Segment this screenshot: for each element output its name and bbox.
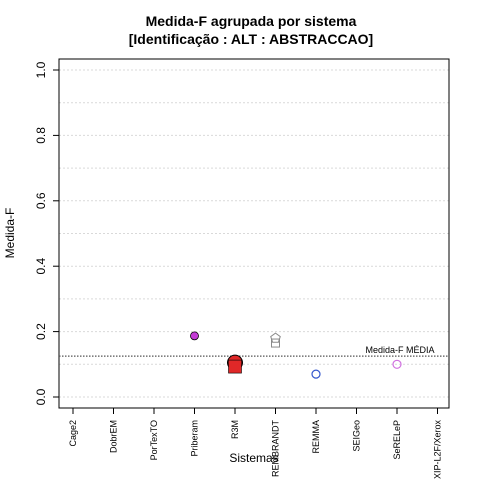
data-point — [311, 369, 321, 379]
x-tick-label: R3M — [230, 420, 240, 439]
x-tick-label: SEIGeo — [352, 420, 362, 452]
x-axis: Cage2 DobrEM PorTexTO Priberam R3M REMBRANDT R… — [68, 408, 443, 479]
y-tick-label: 1.0 — [34, 61, 48, 78]
x-axis-label: Sistemas — [229, 451, 278, 465]
data-point — [271, 338, 280, 348]
data-point — [190, 331, 199, 341]
chart-title: Medida-F agrupada por sistema — [146, 13, 357, 29]
x-tick-label: Cage2 — [68, 420, 78, 447]
x-tick-label: REMMA — [311, 420, 321, 454]
chart-subtitle: [Identificação : ALT : ABSTRACCAO] — [129, 31, 373, 47]
plot-frame — [58, 58, 450, 409]
y-axis: 0.0 0.2 0.4 0.6 0.8 1.0 — [34, 61, 59, 405]
y-axis-label: Medida-F — [3, 208, 17, 259]
data-point — [270, 332, 281, 343]
y-tick-label: 0.2 — [34, 323, 48, 340]
x-tick-label: PorTexTO — [149, 420, 159, 460]
x-tick-label: REMBRANDT — [271, 420, 281, 478]
x-tick-label: Priberam — [190, 420, 200, 457]
data-point — [392, 359, 402, 369]
y-tick-label: 0.6 — [34, 192, 48, 209]
x-tick-label: XIP-L2F/Xerox — [433, 420, 443, 480]
reference-line-label: Medida-F MÉDIA — [365, 345, 434, 355]
x-tick-label: SeRELeP — [392, 420, 402, 460]
y-tick-label: 0.4 — [34, 258, 48, 275]
x-tick-label: DobrEM — [109, 420, 119, 453]
data-points — [190, 331, 402, 379]
y-tick-label: 0.8 — [34, 127, 48, 144]
reference-line-group: Medida-F MÉDIA — [59, 345, 449, 357]
y-tick-label: 0.0 — [34, 388, 48, 405]
data-point — [228, 359, 242, 374]
gridlines — [59, 69, 449, 398]
